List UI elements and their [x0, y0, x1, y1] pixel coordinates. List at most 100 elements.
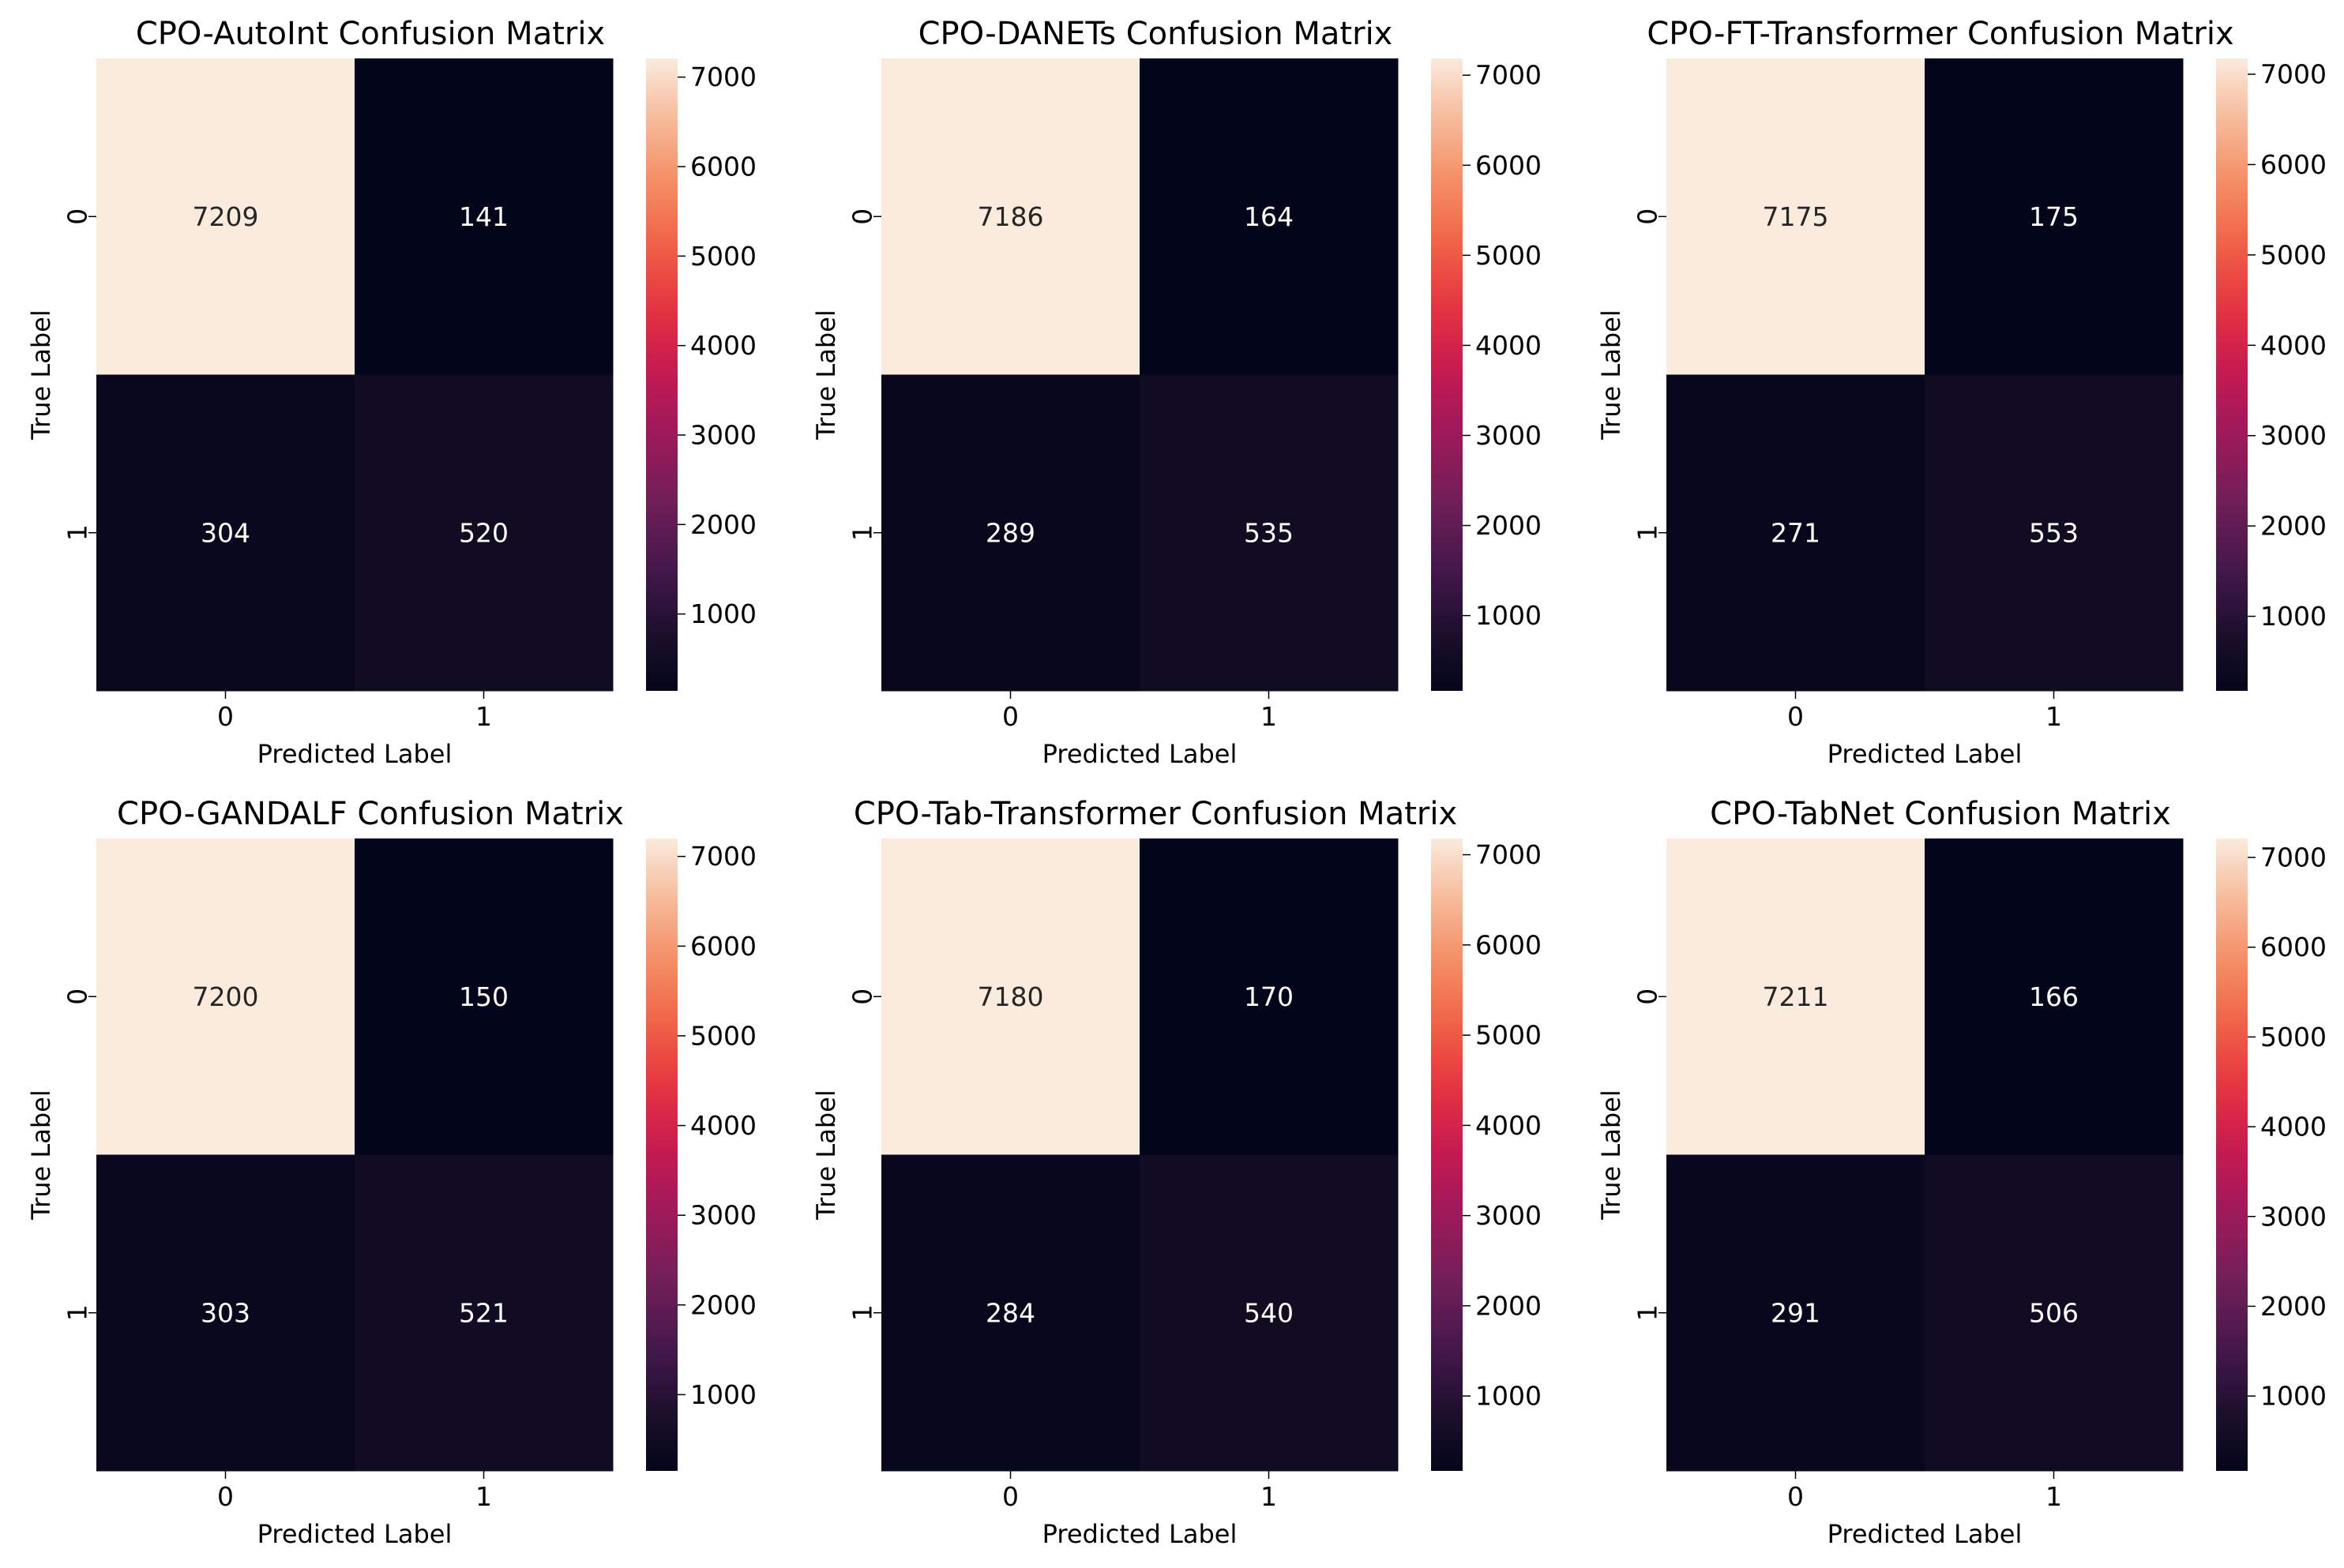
colorbar-tick-label: 6000 [690, 931, 757, 962]
cell-value: 166 [2029, 981, 2079, 1012]
x-tick-label: 0 [1002, 1481, 1019, 1512]
colorbar-tick-label: 1000 [690, 598, 757, 629]
y-axis-label: True Label [811, 1090, 841, 1220]
heatmap-cell [355, 1154, 614, 1472]
x-tick-label: 1 [475, 701, 492, 732]
x-tick-label: 1 [2045, 1481, 2062, 1512]
cell-value: 7200 [193, 981, 259, 1012]
colorbar-tick-label: 2000 [1475, 510, 1542, 541]
x-tick-label: 1 [475, 1481, 492, 1512]
colorbar-tick-label: 5000 [1475, 240, 1542, 271]
colorbar-tick-label: 4000 [2260, 1112, 2327, 1142]
cell-value: 7186 [978, 201, 1044, 232]
cell-value: 535 [1244, 517, 1294, 548]
colorbar-tick-label: 6000 [2260, 932, 2327, 962]
cell-value: 150 [459, 981, 509, 1012]
colorbar-tick-label: 4000 [1475, 330, 1542, 361]
chart-panel: 7186 164 289 535 CPO-DANETs Confusion Matrix… [811, 16, 1542, 769]
colorbar [2216, 838, 2248, 1471]
x-tick-label: 0 [1002, 701, 1019, 732]
heatmap-cell [1140, 838, 1399, 1155]
colorbar-tick-label: 5000 [2260, 1022, 2327, 1052]
heatmap-cell [1925, 374, 2184, 692]
colorbar-tick-label: 5000 [2260, 239, 2327, 270]
colorbar [2216, 58, 2248, 691]
x-tick-label: 0 [217, 701, 234, 732]
colorbar-tick-label: 6000 [690, 152, 757, 182]
heatmap-cell [355, 838, 614, 1155]
colorbar-tick-label: 3000 [1475, 1200, 1542, 1231]
colorbar-tick-label: 1000 [1475, 1381, 1542, 1412]
heatmap-cell [1666, 838, 1925, 1155]
cell-value: 284 [986, 1297, 1035, 1328]
y-tick-label: 0 [1632, 988, 1663, 1005]
colorbar-tick-label: 7000 [1475, 839, 1542, 870]
heatmap-cell [1666, 58, 1925, 375]
heatmap-cell [96, 58, 355, 375]
x-tick-label: 1 [2045, 701, 2062, 732]
colorbar-tick-label: 3000 [690, 419, 757, 450]
cell-value: 164 [1244, 201, 1294, 232]
cell-value: 289 [986, 517, 1035, 548]
chart-panel: 7175 175 271 553 CPO-FT-Transformer Confusio… [1596, 16, 2327, 769]
cell-value: 553 [2029, 517, 2079, 548]
cell-value: 7209 [193, 201, 259, 232]
cell-value: 304 [201, 517, 250, 548]
y-axis-label: True Label [26, 1090, 56, 1220]
y-tick-label: 0 [1632, 208, 1663, 225]
colorbar-tick-label: 2000 [690, 1289, 757, 1320]
x-tick-label: 0 [1787, 701, 1804, 732]
y-tick-label: 1 [62, 1304, 93, 1321]
colorbar-tick-label: 1000 [690, 1379, 757, 1410]
chart-title: CPO-Tab-Transformer Confusion Matrix [854, 796, 1457, 832]
cell-value: 540 [1244, 1297, 1294, 1328]
colorbar-tick-label: 2000 [1475, 1290, 1542, 1321]
colorbar-tick-label: 4000 [2260, 330, 2327, 361]
chart-title: CPO-FT-Transformer Confusion Matrix [1647, 16, 2233, 52]
y-tick-label: 0 [847, 208, 878, 225]
heatmap-cell [1140, 58, 1399, 375]
colorbar-tick-label: 1000 [2260, 601, 2327, 632]
colorbar-tick-label: 3000 [2260, 1201, 2327, 1232]
y-tick-label: 1 [847, 1304, 878, 1321]
cell-value: 7180 [978, 981, 1044, 1012]
y-tick-label: 0 [62, 988, 93, 1005]
x-axis-label: Predicted Label [1827, 739, 2023, 769]
y-tick-label: 1 [62, 524, 93, 541]
cell-value: 141 [459, 201, 509, 232]
colorbar-tick-label: 5000 [690, 241, 757, 272]
heatmap-cell [96, 838, 355, 1155]
colorbar-tick-label: 5000 [690, 1020, 757, 1051]
colorbar-tick-label: 6000 [1475, 150, 1542, 181]
cell-value: 506 [2029, 1297, 2079, 1328]
cell-value: 7211 [1763, 981, 1829, 1012]
colorbar-tick-label: 1000 [1475, 600, 1542, 631]
heatmap-cell [96, 1154, 355, 1472]
cell-value: 521 [459, 1297, 509, 1328]
heatmap-cell [1925, 1154, 2184, 1472]
heatmap-cell [355, 374, 614, 692]
colorbar-tick-label: 4000 [1475, 1110, 1542, 1141]
x-axis-label: Predicted Label [1042, 1519, 1238, 1549]
colorbar-tick-label: 4000 [690, 1110, 757, 1141]
colorbar-tick-label: 3000 [1475, 420, 1542, 451]
heatmap-cell [1925, 58, 2184, 375]
heatmap-cell [881, 1154, 1140, 1472]
heatmap-cell [1666, 374, 1925, 692]
heatmap-cell [1925, 838, 2184, 1155]
colorbar-tick-label: 2000 [2260, 1291, 2327, 1322]
heatmap-cell [355, 58, 614, 375]
colorbar-tick-label: 4000 [690, 330, 757, 361]
colorbar-tick-label: 7000 [1475, 60, 1542, 91]
colorbar-tick-label: 6000 [2260, 149, 2327, 180]
y-axis-label: True Label [811, 309, 841, 440]
x-axis-label: Predicted Label [257, 739, 453, 769]
chart-title: CPO-DANETs Confusion Matrix [918, 16, 1393, 52]
heatmap-cell [1666, 1154, 1925, 1472]
colorbar-tick-label: 7000 [690, 841, 757, 872]
colorbar [646, 58, 678, 691]
y-tick-label: 1 [1632, 524, 1663, 541]
x-axis-label: Predicted Label [1827, 1519, 2023, 1549]
heatmap-cell [1140, 374, 1399, 692]
